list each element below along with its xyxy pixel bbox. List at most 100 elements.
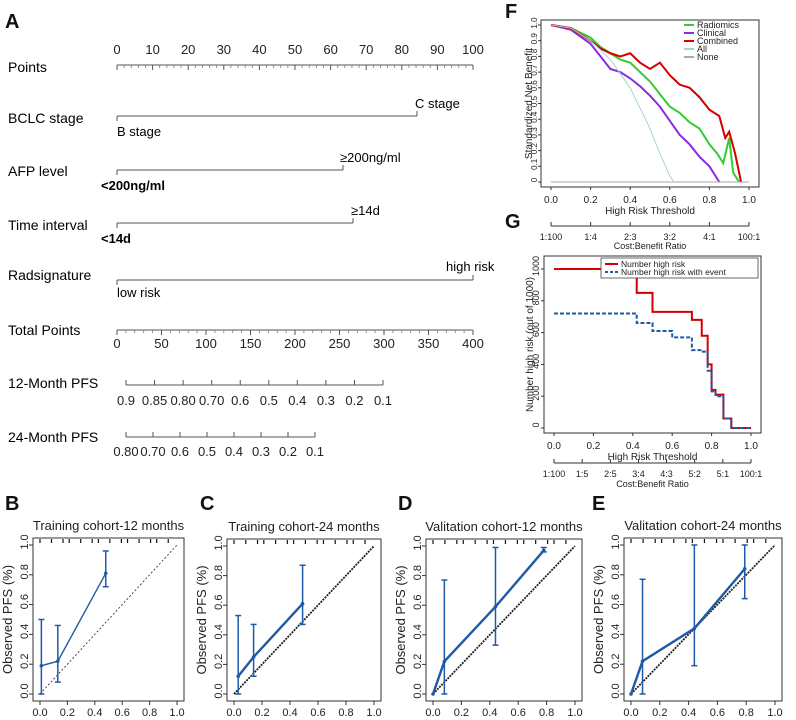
nomogram-bclc-label: BCLC stage	[8, 110, 84, 126]
x-tick-label: 0.2	[454, 707, 469, 719]
x-tick-label: 0.2	[254, 707, 269, 719]
nomogram-bclc-low: B stage	[117, 124, 161, 139]
axis-tick-label: 40	[252, 42, 266, 57]
y-tick-label: 400	[531, 354, 541, 369]
axis-tick-label: 50	[154, 336, 168, 351]
y-tick-label: 0.2	[412, 654, 424, 669]
data-point	[442, 659, 447, 664]
series-line-all	[550, 24, 675, 183]
y-tick-label: 600	[531, 322, 541, 337]
x-tick-label: 0.2	[586, 441, 600, 452]
nomogram-interval-label: Time interval	[8, 217, 88, 233]
axis-tick-label: 0.6	[231, 393, 249, 408]
series-line-radiomics	[550, 24, 740, 183]
calibration-panel-b: Training cohort-12 months 0.0 0.2 0.4 0.6 0.8…	[0, 518, 194, 720]
y-axis-label: Observed PFS (%)	[194, 565, 209, 674]
reference-diagonal	[39, 544, 178, 695]
x-tick-label: 0.0	[544, 195, 558, 206]
axis-tick-label: 0.9	[117, 393, 135, 408]
y-tick-label: 0.2	[530, 142, 539, 154]
axis-tick-label: 100	[462, 42, 484, 57]
axis-tick-label: 0	[113, 336, 120, 351]
panel-letter-c: C	[200, 493, 214, 515]
data-point	[431, 692, 435, 696]
axis-tick-label: 30	[217, 42, 231, 57]
x-tick-label: 0.8	[739, 707, 754, 719]
y-tick-label: 0.8	[213, 565, 225, 580]
x-tick-label: 0.0	[425, 707, 440, 719]
y-tick-label: 0.0	[412, 683, 424, 698]
reference-diagonal	[432, 545, 576, 695]
y-tick-label: 0.4	[19, 624, 31, 639]
x-tick-label: 0.0	[547, 441, 561, 452]
legend-label: Number high risk	[621, 259, 686, 269]
axis-tick-label: 0.5	[260, 393, 278, 408]
y-tick-label: 1.0	[530, 17, 539, 29]
y-tick-label: 1.0	[412, 535, 424, 550]
axis-tick-label: 0.6	[171, 444, 189, 459]
y-tick-label: 0.7	[530, 64, 539, 76]
y-tick-label: 0.8	[19, 564, 31, 579]
plot-frame	[425, 538, 583, 702]
y-axis-label: Number high risk (out of 1000)	[525, 277, 536, 412]
nomogram-rad-low: low risk	[117, 285, 161, 300]
panel-letter-e: E	[592, 493, 605, 515]
ratio-tick-label: 4:3	[660, 469, 673, 479]
axis-tick-label: 150	[240, 336, 262, 351]
x-tick-label: 0.4	[482, 707, 497, 719]
axis-tick-label: 0.1	[306, 444, 324, 459]
ratio-tick-label: 1:5	[576, 469, 589, 479]
axis-tick-label: 0.4	[288, 393, 306, 408]
x-tick-label: 0.6	[710, 707, 725, 719]
ratio-tick-label: 100:1	[740, 469, 763, 479]
x-tick-label: 1.0	[169, 707, 184, 719]
nomogram-rad-high: high risk	[446, 259, 495, 274]
y-tick-label: 0.2	[19, 654, 31, 669]
x-tick-label: 0.6	[665, 441, 679, 452]
y-tick-label: 0.9	[530, 33, 539, 45]
y-tick-label: 0.0	[213, 683, 225, 698]
calibration-line	[237, 602, 304, 677]
y-axis-label: Standardized Net Benefit	[524, 48, 535, 159]
ratio-tick-label: 5:2	[688, 469, 701, 479]
data-point	[692, 626, 697, 631]
axis-tick-label: 20	[181, 42, 195, 57]
plot-frame	[226, 538, 382, 702]
axis-tick-label: 10	[145, 42, 159, 57]
dca-panel-f: 0 0.1 0.2 0.3 0.4 0.5 0.6 0.7 0.8 0.9 1.0 0.0 0.2 0.4…	[524, 17, 760, 251]
x-tick-label: 0.4	[626, 441, 640, 452]
data-point	[236, 674, 240, 679]
nomogram-rad-label: Radsignature	[8, 267, 91, 283]
legend-label: None	[697, 52, 719, 62]
calibration-title: Training cohort-24 months	[228, 519, 380, 534]
y-tick-label: 0.2	[610, 654, 622, 669]
reference-diagonal	[233, 545, 375, 695]
nomogram-interval-low: <14d	[101, 231, 131, 246]
data-point	[251, 655, 256, 659]
y-tick-label: 0.6	[610, 594, 622, 609]
axis-tick-label: 200	[284, 336, 306, 351]
nomogram-pfs12-ticks: 0.9 0.85 0.80 0.70 0.6 0.5 0.4 0.3 0.2 0.1	[117, 380, 392, 408]
x-tick-label: 0.8	[702, 195, 716, 206]
y-tick-label: 1.0	[19, 534, 31, 549]
legend-label: Combined	[697, 36, 738, 46]
y-tick-label: 0	[530, 177, 539, 182]
x-tick-label: 0.6	[663, 195, 677, 206]
ratio-tick-label: 3:4	[632, 469, 645, 479]
y-tick-label: 200	[531, 386, 541, 401]
x-tick-label: 0.6	[310, 707, 325, 719]
nomogram-afp-label: AFP level	[8, 163, 68, 179]
axis-tick-label: 0.70	[199, 393, 224, 408]
y-tick-label: 0.6	[412, 595, 424, 610]
axis-tick-label: 0.3	[317, 393, 335, 408]
y-tick-label: 0.1	[530, 158, 539, 170]
ratio-tick-label: 4:1	[703, 232, 716, 242]
y-tick-label: 0.4	[412, 624, 424, 639]
data-point	[39, 663, 44, 668]
legend-label: Number high risk with event	[621, 267, 727, 277]
panel-letter-a: A	[5, 11, 19, 33]
axis-tick-label: 0.2	[279, 444, 297, 459]
y-tick-label: 0.8	[530, 48, 539, 60]
nomogram-total-ticks: 0 50 100 150 200 250 300 350 400	[113, 330, 484, 351]
